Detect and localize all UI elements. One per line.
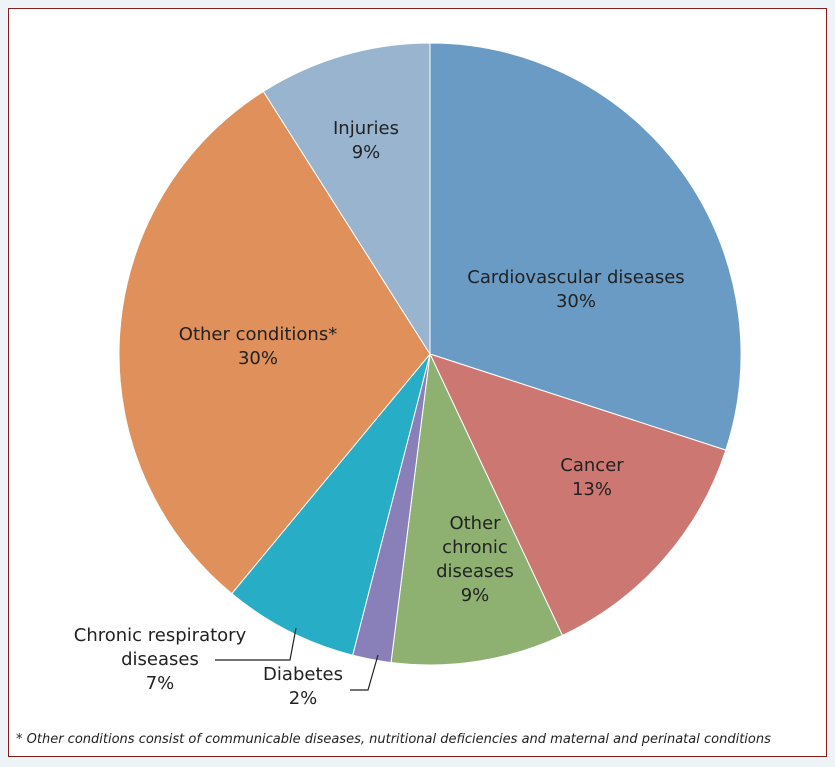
slice-label: Injuries 9% xyxy=(306,117,426,165)
slice-label: Cardiovascular diseases 30% xyxy=(446,266,706,314)
category-label: Other chronic diseases xyxy=(436,513,514,582)
pie-slice xyxy=(231,353,431,656)
pie-slice xyxy=(429,42,742,451)
value-label: 30% xyxy=(555,291,596,312)
pie-slice xyxy=(262,42,431,356)
value-label: 30% xyxy=(237,348,278,369)
pie-slice xyxy=(390,352,564,666)
pie-slice xyxy=(429,353,727,637)
value-label: 9% xyxy=(460,585,490,606)
value-label: 7% xyxy=(145,673,175,694)
category-label: Cardiovascular diseases xyxy=(467,267,685,288)
slice-label: Other chronic diseases 9% xyxy=(420,512,530,608)
value-label: 13% xyxy=(571,479,612,500)
value-label: 2% xyxy=(288,688,318,709)
slice-label: Diabetes 2% xyxy=(243,663,363,711)
pie-slice xyxy=(118,90,431,595)
slice-label: Other conditions* 30% xyxy=(148,323,368,371)
category-label: Cancer xyxy=(560,455,624,476)
category-label: Diabetes xyxy=(263,664,343,685)
category-label: Injuries xyxy=(333,118,399,139)
leader-line xyxy=(215,627,297,661)
slice-label: Chronic respiratory diseases 7% xyxy=(55,624,265,696)
value-label: 9% xyxy=(351,142,381,163)
footnote: * Other conditions consist of communicab… xyxy=(16,732,771,747)
slice-label: Cancer 13% xyxy=(532,454,652,502)
category-label: Other conditions* xyxy=(178,324,338,345)
leader-line xyxy=(350,654,379,691)
category-label: Chronic respiratory diseases xyxy=(73,625,247,670)
